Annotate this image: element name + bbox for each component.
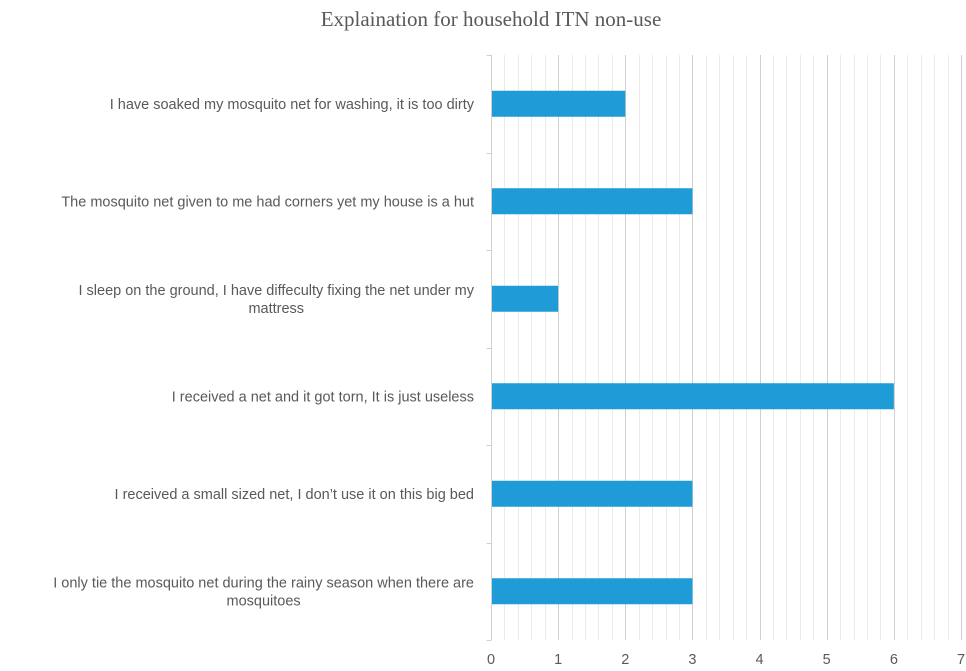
bar xyxy=(492,578,693,605)
chart-title: Explaination for household ITN non-use xyxy=(321,7,662,31)
x-tick-label: 2 xyxy=(621,652,629,668)
bar xyxy=(492,480,693,507)
category-axis xyxy=(486,55,492,641)
x-tick-label: 6 xyxy=(890,652,898,668)
category-labels: I have soaked my mosquito net for washin… xyxy=(53,97,475,610)
category-label: I have soaked my mosquito net for washin… xyxy=(110,97,475,113)
x-tick-label: 3 xyxy=(688,652,696,668)
bar xyxy=(492,188,693,215)
category-label: I sleep on the ground, I have diffeculty… xyxy=(78,283,474,317)
grid xyxy=(504,55,962,640)
category-label: I only tie the mosquito net during the r… xyxy=(53,575,474,609)
bar xyxy=(492,285,559,312)
x-tick-label: 7 xyxy=(957,652,965,668)
x-tick-label: 4 xyxy=(756,652,764,668)
bar xyxy=(492,90,626,117)
x-tick-label: 1 xyxy=(554,652,562,668)
category-label: The mosquito net given to me had corners… xyxy=(61,194,474,210)
bars xyxy=(492,90,894,605)
x-tick-labels: 0 1 2 3 4 5 6 7 xyxy=(487,652,965,668)
bar xyxy=(492,383,894,410)
category-label: I received a net and it got torn, It is … xyxy=(172,389,474,405)
x-tick-label: 0 xyxy=(487,652,495,668)
category-label: I received a small sized net, I don’t us… xyxy=(115,487,474,503)
x-tick-label: 5 xyxy=(823,652,831,668)
